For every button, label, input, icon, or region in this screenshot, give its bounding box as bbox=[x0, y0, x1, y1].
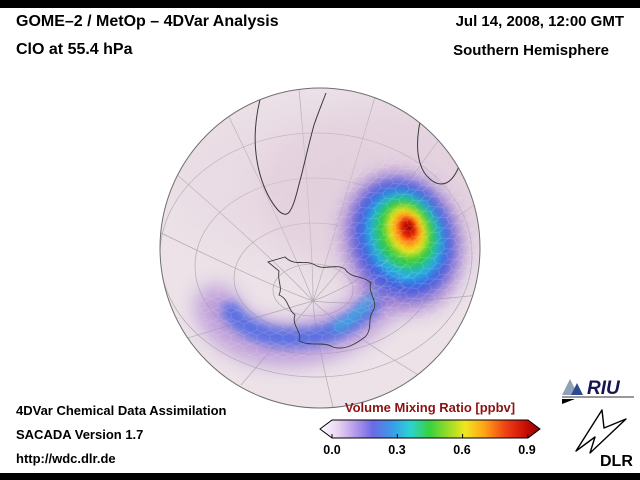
footer-url: http://wdc.dlr.de bbox=[16, 451, 116, 466]
colorbar bbox=[319, 419, 541, 439]
globe-limb bbox=[159, 87, 481, 409]
bottom-border-bar bbox=[0, 473, 640, 480]
datetime-label: Jul 14, 2008, 12:00 GMT bbox=[455, 13, 624, 30]
dlr-logo: DLR bbox=[566, 407, 636, 470]
hexbin-texture bbox=[329, 157, 477, 323]
clo-plume bbox=[173, 103, 480, 366]
dlr-logo-text: DLR bbox=[600, 453, 633, 469]
antarctica-outline bbox=[267, 256, 376, 349]
riu-triangle-icon bbox=[562, 399, 575, 404]
footer-version-label: SACADA Version 1.7 bbox=[16, 427, 144, 442]
colorbar-tick-label: 0.0 bbox=[323, 443, 341, 457]
colorbar-title: Volume Mixing Ratio [ppbv] bbox=[344, 400, 516, 415]
page-title: GOME–2 / MetOp – 4DVar Analysis bbox=[16, 13, 279, 30]
page-subtitle: ClO at 55.4 hPa bbox=[16, 41, 133, 58]
footer-assimilation-label: 4DVar Chemical Data Assimilation bbox=[16, 403, 227, 418]
colorbar-ramp bbox=[319, 419, 541, 439]
colorbar-tick-label: 0.9 bbox=[518, 443, 536, 457]
colorbar-ticks bbox=[331, 434, 529, 438]
hemisphere-map bbox=[153, 85, 487, 411]
south-america-outline bbox=[254, 91, 327, 215]
globe-svg bbox=[159, 87, 481, 409]
riu-logo: RIU bbox=[560, 371, 636, 405]
riu-logo-text: RIU bbox=[587, 378, 621, 399]
riu-mountain-icon bbox=[571, 383, 583, 395]
colorbar-tick-label: 0.6 bbox=[453, 443, 471, 457]
hemisphere-label: Southern Hemisphere bbox=[453, 42, 609, 59]
colorbar-tick-label: 0.3 bbox=[388, 443, 406, 457]
dlr-bird-icon bbox=[575, 409, 627, 454]
top-border-bar bbox=[0, 0, 640, 8]
